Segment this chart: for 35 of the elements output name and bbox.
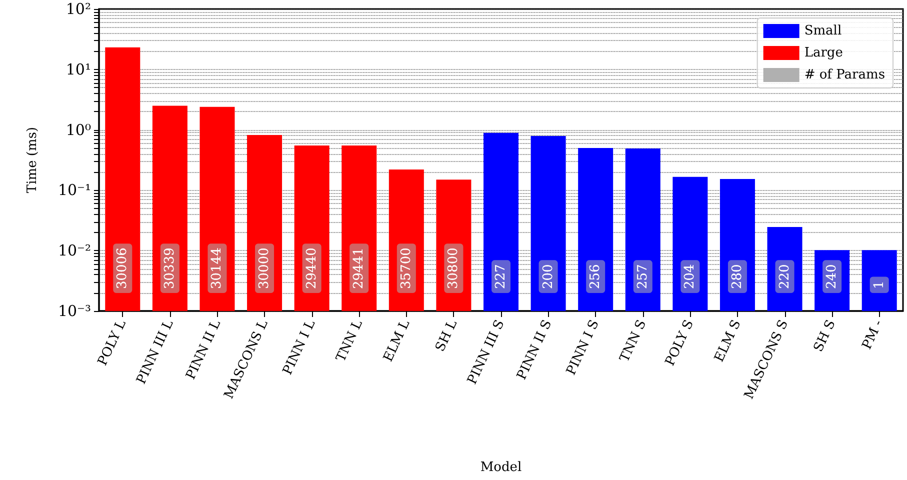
text: 30339 xyxy=(162,248,178,289)
x-tick-label: TNN S xyxy=(617,318,650,364)
legend-label: Small xyxy=(804,24,842,38)
y-tick-label: 10¹ xyxy=(66,60,91,78)
text: 29441 xyxy=(352,248,367,289)
text: 256 xyxy=(588,264,604,289)
x-axis-title: Model xyxy=(480,460,522,475)
text: 220 xyxy=(777,264,792,289)
text: 30144 xyxy=(210,248,225,289)
y-tick-label: 10⁰ xyxy=(66,120,91,139)
text: 35700 xyxy=(398,248,414,289)
x-tick-label: SH S xyxy=(811,318,839,354)
x-tick-label: PM - xyxy=(860,318,886,352)
legend-label: Large xyxy=(804,46,844,60)
y-tick-label: 10² xyxy=(66,0,91,18)
text: 200 xyxy=(540,264,556,289)
text: 1 xyxy=(872,280,887,289)
text: 240 xyxy=(824,264,840,289)
text: 30000 xyxy=(257,248,272,289)
y-tick-label: 10⁻² xyxy=(58,242,91,260)
x-tick-label: SH L xyxy=(432,317,461,354)
x-tick-label: TNN L xyxy=(334,317,366,364)
text: 280 xyxy=(730,264,745,289)
y-tick-label: 10⁻³ xyxy=(58,302,91,320)
x-tick-label: ELM L xyxy=(380,317,414,364)
y-axis-title: Time (ms) xyxy=(25,126,40,194)
text: 29440 xyxy=(304,248,320,289)
text: 30800 xyxy=(446,248,462,289)
text: 227 xyxy=(494,264,508,289)
legend-label: # of Params xyxy=(804,68,886,82)
text: 204 xyxy=(682,264,698,289)
y-tick-label: 10⁻¹ xyxy=(58,181,91,200)
text: 257 xyxy=(635,264,650,289)
text: 30006 xyxy=(115,248,130,289)
x-tick-label: ELM S xyxy=(712,318,744,364)
